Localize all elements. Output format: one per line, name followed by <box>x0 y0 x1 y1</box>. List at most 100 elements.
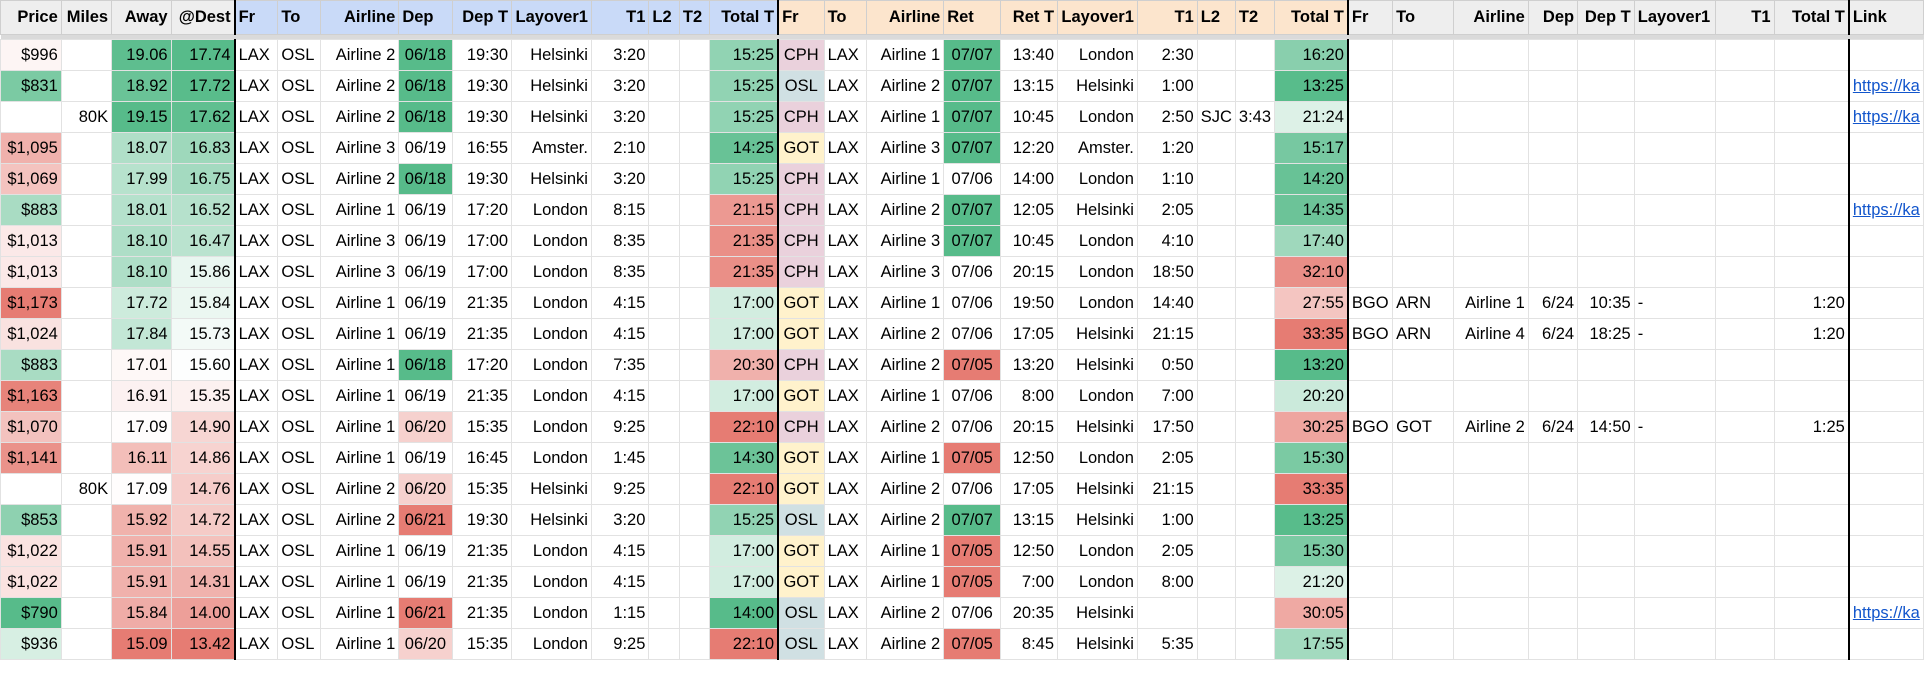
cell-price[interactable]: $1,022 <box>0 566 62 598</box>
cell-to[interactable]: OSL <box>277 535 322 567</box>
cell-total[interactable]: 20:30 <box>709 349 779 381</box>
cell-xt1[interactable] <box>1715 132 1775 164</box>
cell-to[interactable]: OSL <box>277 628 322 660</box>
cell-t2[interactable] <box>678 597 711 629</box>
cell-rt1[interactable]: 2:05 <box>1136 442 1198 474</box>
cell-t1[interactable]: 1:45 <box>590 442 650 474</box>
cell-l2[interactable] <box>648 504 680 536</box>
cell-fr[interactable]: LAX <box>233 101 279 133</box>
cell-xairline[interactable] <box>1452 535 1529 567</box>
cell-xdep[interactable] <box>1527 597 1579 629</box>
cell-rto[interactable]: LAX <box>823 194 868 226</box>
cell-dep[interactable]: 06/20 <box>398 473 453 505</box>
cell-t2[interactable] <box>678 566 711 598</box>
cell-xtotal[interactable] <box>1773 473 1850 505</box>
cell-price[interactable]: $853 <box>0 504 62 536</box>
cell-xtotal[interactable] <box>1773 70 1850 102</box>
cell-rfr[interactable]: CPH <box>777 101 825 133</box>
cell-lay1[interactable]: London <box>511 194 592 226</box>
cell-dep_t[interactable]: 16:45 <box>451 442 513 474</box>
cell-t2[interactable] <box>678 535 711 567</box>
cell-to[interactable]: OSL <box>277 566 322 598</box>
cell-dest[interactable]: 15.86 <box>170 256 236 288</box>
cell-xtotal[interactable] <box>1773 349 1850 381</box>
cell-rl2[interactable] <box>1196 442 1236 474</box>
cell-rlay1[interactable]: Helsinki <box>1057 194 1138 226</box>
cell-t2[interactable] <box>678 442 711 474</box>
cell-price[interactable]: $1,024 <box>0 318 62 350</box>
cell-t2[interactable] <box>678 628 711 660</box>
cell-t2[interactable] <box>678 163 711 195</box>
cell-to[interactable]: OSL <box>277 287 322 319</box>
header-l2[interactable]: L2 <box>648 0 680 35</box>
header-xfr[interactable]: Fr <box>1346 0 1394 35</box>
header-total[interactable]: Total T <box>709 0 779 35</box>
cell-xairline[interactable] <box>1452 380 1529 412</box>
cell-dep_t[interactable]: 19:30 <box>451 504 513 536</box>
cell-ret_t[interactable]: 17:05 <box>1000 318 1059 350</box>
cell-rairline[interactable]: Airline 1 <box>866 442 945 474</box>
cell-airline[interactable]: Airline 2 <box>320 504 400 536</box>
cell-ret_t[interactable]: 20:15 <box>1000 256 1059 288</box>
cell-link[interactable] <box>1847 535 1924 567</box>
cell-xfr[interactable] <box>1346 597 1394 629</box>
cell-fr[interactable]: LAX <box>233 70 279 102</box>
cell-xairline[interactable] <box>1452 39 1529 71</box>
cell-ret_t[interactable]: 7:00 <box>1000 566 1059 598</box>
cell-lay1[interactable]: Helsinki <box>511 473 592 505</box>
cell-xdep[interactable]: 6/24 <box>1527 411 1579 443</box>
cell-xto[interactable]: ARN <box>1392 318 1454 350</box>
cell-rtotal[interactable]: 15:30 <box>1274 535 1349 567</box>
cell-rtotal[interactable]: 30:25 <box>1274 411 1349 443</box>
cell-fr[interactable]: LAX <box>233 194 279 226</box>
cell-rfr[interactable]: CPH <box>777 163 825 195</box>
cell-rlay1[interactable]: London <box>1057 535 1138 567</box>
cell-total[interactable]: 15:25 <box>709 39 779 71</box>
table-row[interactable]: $1,095 18.07 16.83 LAX OSL Airline 3 06/19 16:5… <box>0 132 1924 164</box>
cell-t2[interactable] <box>678 132 711 164</box>
cell-xdep_t[interactable] <box>1577 101 1635 133</box>
cell-lay1[interactable]: London <box>511 566 592 598</box>
cell-rairline[interactable]: Airline 1 <box>866 101 945 133</box>
cell-xtotal[interactable] <box>1773 163 1850 195</box>
table-row[interactable]: $831 18.92 17.72 LAX OSL Airline 2 06/18 19:30 H… <box>0 70 1924 102</box>
cell-rlay1[interactable]: Helsinki <box>1057 411 1138 443</box>
cell-away[interactable]: 19.06 <box>111 39 172 71</box>
cell-xt1[interactable] <box>1715 535 1775 567</box>
cell-xt1[interactable] <box>1715 318 1775 350</box>
cell-xlay1[interactable] <box>1633 504 1717 536</box>
header-ret_t[interactable]: Ret T <box>1000 0 1059 35</box>
cell-xtotal[interactable] <box>1773 194 1850 226</box>
cell-rt2[interactable] <box>1234 380 1276 412</box>
cell-ret_t[interactable]: 13:40 <box>1000 39 1059 71</box>
cell-xfr[interactable]: BGO <box>1346 287 1394 319</box>
cell-xlay1[interactable] <box>1633 442 1717 474</box>
cell-xdep_t[interactable] <box>1577 566 1635 598</box>
cell-t1[interactable]: 3:20 <box>590 39 650 71</box>
cell-airline[interactable]: Airline 1 <box>320 442 400 474</box>
header-rt2[interactable]: T2 <box>1234 0 1276 35</box>
cell-xtotal[interactable] <box>1773 39 1850 71</box>
cell-dep[interactable]: 06/19 <box>398 318 453 350</box>
cell-rl2[interactable] <box>1196 163 1236 195</box>
cell-miles[interactable] <box>60 442 113 474</box>
cell-price[interactable]: $790 <box>0 597 62 629</box>
header-xto[interactable]: To <box>1392 0 1454 35</box>
cell-away[interactable]: 18.92 <box>111 70 172 102</box>
cell-rt1[interactable]: 7:00 <box>1136 380 1198 412</box>
cell-dep_t[interactable]: 17:00 <box>451 225 513 257</box>
cell-airline[interactable]: Airline 2 <box>320 101 400 133</box>
header-rairline[interactable]: Airline <box>866 0 945 35</box>
cell-rtotal[interactable]: 14:35 <box>1274 194 1349 226</box>
cell-ret_t[interactable]: 14:00 <box>1000 163 1059 195</box>
cell-lay1[interactable]: London <box>511 225 592 257</box>
cell-lay1[interactable]: London <box>511 380 592 412</box>
cell-airline[interactable]: Airline 1 <box>320 349 400 381</box>
cell-miles[interactable] <box>60 318 113 350</box>
booking-link[interactable]: https://ka <box>1852 603 1920 622</box>
cell-to[interactable]: OSL <box>277 597 322 629</box>
cell-t1[interactable]: 2:10 <box>590 132 650 164</box>
cell-rto[interactable]: LAX <box>823 101 868 133</box>
cell-ret_t[interactable]: 13:15 <box>1000 504 1059 536</box>
cell-fr[interactable]: LAX <box>233 256 279 288</box>
